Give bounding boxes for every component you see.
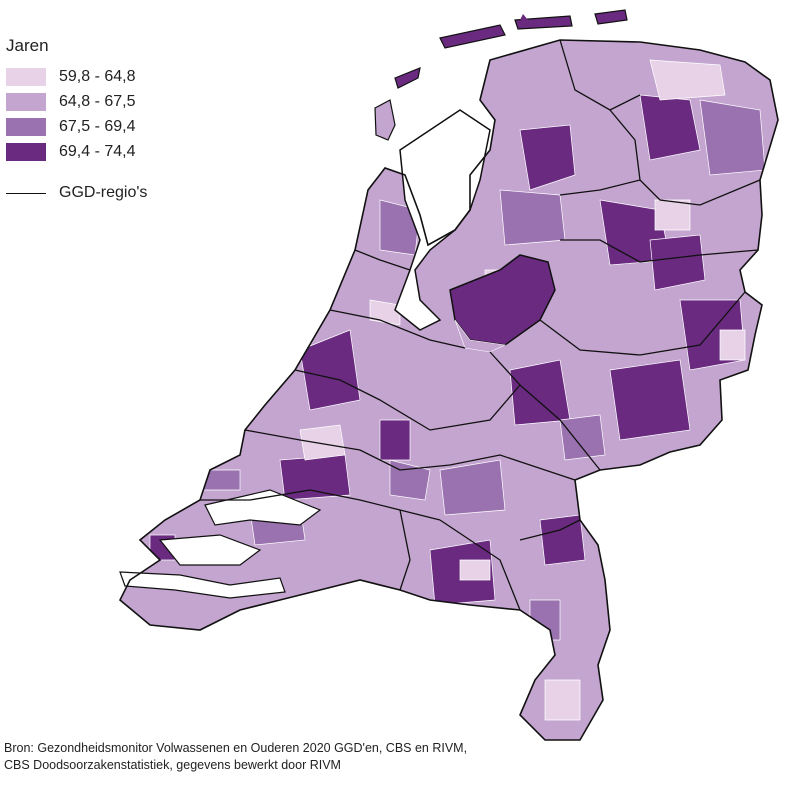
schiermonnikoog-island bbox=[594, 9, 628, 25]
legend-item: 64,8 - 67,5 bbox=[6, 89, 147, 114]
legend-label: 59,8 - 64,8 bbox=[59, 67, 136, 85]
municipality-areas bbox=[149, 59, 766, 721]
municipality-area bbox=[649, 59, 726, 101]
source-note: Bron: Gezondheidsmonitor Volwassenen en … bbox=[4, 740, 467, 774]
legend-boundary-item: GGD-regio's bbox=[6, 184, 147, 202]
municipality-area bbox=[299, 329, 361, 411]
municipality-area bbox=[649, 234, 706, 291]
municipality-area bbox=[509, 359, 571, 426]
texel-island bbox=[374, 99, 396, 141]
municipality-area bbox=[699, 99, 766, 176]
municipality-area bbox=[459, 559, 491, 581]
legend-swatch bbox=[6, 142, 46, 161]
legend-item: 59,8 - 64,8 bbox=[6, 64, 147, 89]
municipality-area bbox=[299, 424, 346, 461]
municipality-area bbox=[519, 124, 576, 191]
municipality-area bbox=[639, 94, 701, 161]
municipality-area bbox=[499, 189, 566, 246]
municipality-area bbox=[439, 459, 506, 516]
source-line-1: Bron: Gezondheidsmonitor Volwassenen en … bbox=[4, 741, 468, 755]
flevoland-south bbox=[454, 319, 507, 353]
legend-swatch bbox=[6, 92, 46, 111]
legend-label: 67,5 - 69,4 bbox=[59, 117, 136, 135]
legend-label: 69,4 - 74,4 bbox=[59, 142, 136, 160]
rottumeroog-island bbox=[520, 14, 528, 20]
legend-swatch bbox=[6, 67, 46, 86]
municipality-area bbox=[539, 514, 586, 566]
legend-boundary-label: GGD-regio's bbox=[59, 184, 148, 201]
municipality-area bbox=[369, 299, 401, 326]
municipality-area bbox=[379, 419, 411, 461]
terschelling-island bbox=[439, 24, 506, 49]
zeeland-water-middle bbox=[158, 534, 262, 566]
source-line-2: CBS Doodsoorzakenstatistiek, gegevens be… bbox=[4, 758, 341, 772]
country-outline bbox=[119, 39, 779, 741]
legend-item: 67,5 - 69,4 bbox=[6, 114, 147, 139]
zeeland-water-north bbox=[204, 489, 322, 526]
municipality-area bbox=[544, 679, 581, 721]
map-legend: Jaren 59,8 - 64,8 64,8 - 67,5 67,5 - 69,… bbox=[6, 36, 147, 202]
vlieland-island bbox=[394, 67, 421, 89]
ggd-region-boundaries bbox=[200, 39, 761, 611]
municipality-area bbox=[559, 414, 606, 461]
legend-swatch bbox=[6, 117, 46, 136]
ameland-island bbox=[514, 15, 573, 30]
legend-label: 64,8 - 67,5 bbox=[59, 92, 136, 110]
boundary-line-swatch bbox=[6, 192, 46, 194]
legend-title: Jaren bbox=[6, 36, 49, 55]
legend-item: 69,4 - 74,4 bbox=[6, 139, 147, 164]
westerschelde-water bbox=[119, 571, 286, 599]
municipality-area bbox=[719, 329, 746, 361]
municipality-area bbox=[654, 199, 691, 231]
municipality-area bbox=[609, 359, 691, 441]
